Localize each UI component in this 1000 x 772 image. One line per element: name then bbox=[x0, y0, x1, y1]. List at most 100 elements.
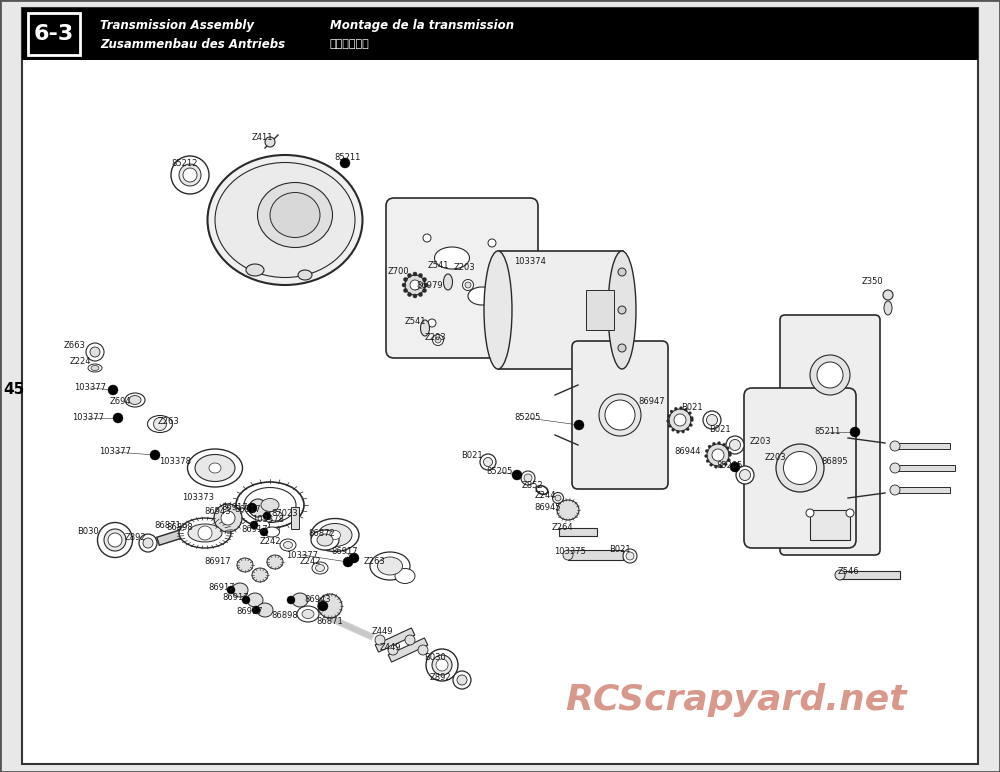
Ellipse shape bbox=[214, 504, 242, 532]
Ellipse shape bbox=[143, 538, 153, 548]
Circle shape bbox=[618, 268, 626, 276]
Text: 86917: 86917 bbox=[223, 594, 249, 602]
Circle shape bbox=[405, 635, 415, 645]
Text: 86917: 86917 bbox=[237, 608, 263, 617]
Ellipse shape bbox=[264, 527, 280, 537]
Ellipse shape bbox=[232, 583, 248, 597]
Ellipse shape bbox=[557, 500, 579, 520]
Text: 86917: 86917 bbox=[235, 506, 261, 514]
Text: 103378: 103378 bbox=[159, 458, 191, 466]
FancyBboxPatch shape bbox=[572, 341, 668, 489]
Circle shape bbox=[260, 528, 268, 536]
Ellipse shape bbox=[420, 320, 430, 336]
Text: Z263: Z263 bbox=[157, 418, 179, 426]
Ellipse shape bbox=[297, 606, 319, 622]
Ellipse shape bbox=[254, 520, 270, 530]
Text: 87023: 87023 bbox=[272, 510, 298, 519]
Ellipse shape bbox=[484, 251, 512, 369]
Ellipse shape bbox=[261, 499, 279, 512]
Text: 86898: 86898 bbox=[272, 611, 298, 621]
Ellipse shape bbox=[465, 282, 471, 288]
Ellipse shape bbox=[484, 458, 492, 466]
Text: RCScrapyard.net: RCScrapyard.net bbox=[565, 683, 906, 717]
Text: 86917: 86917 bbox=[242, 526, 268, 534]
Ellipse shape bbox=[311, 519, 359, 551]
Circle shape bbox=[667, 419, 670, 422]
Ellipse shape bbox=[267, 555, 283, 569]
Bar bbox=[559, 528, 597, 536]
Ellipse shape bbox=[318, 523, 352, 547]
Circle shape bbox=[720, 465, 723, 468]
Text: 6-3: 6-3 bbox=[34, 24, 74, 44]
Circle shape bbox=[618, 344, 626, 352]
Text: Zusammenbau des Antriebs: Zusammenbau des Antriebs bbox=[100, 38, 285, 50]
Text: 85212: 85212 bbox=[172, 158, 198, 168]
Ellipse shape bbox=[605, 400, 635, 430]
Ellipse shape bbox=[91, 365, 99, 371]
Ellipse shape bbox=[599, 394, 641, 436]
Ellipse shape bbox=[88, 364, 102, 372]
Text: Z700: Z700 bbox=[387, 268, 409, 276]
Circle shape bbox=[728, 452, 731, 455]
Text: 86917: 86917 bbox=[332, 547, 358, 557]
Ellipse shape bbox=[434, 247, 470, 269]
Text: 85211: 85211 bbox=[335, 154, 361, 162]
Text: 86917: 86917 bbox=[205, 557, 231, 567]
Circle shape bbox=[423, 289, 427, 293]
FancyBboxPatch shape bbox=[780, 315, 880, 555]
Circle shape bbox=[668, 425, 671, 428]
Ellipse shape bbox=[247, 593, 263, 607]
Ellipse shape bbox=[784, 452, 816, 485]
Circle shape bbox=[265, 137, 275, 147]
Circle shape bbox=[688, 411, 691, 415]
Circle shape bbox=[563, 550, 573, 560]
Ellipse shape bbox=[129, 395, 141, 405]
Ellipse shape bbox=[179, 164, 201, 186]
Text: Z350: Z350 bbox=[861, 277, 883, 286]
Circle shape bbox=[730, 462, 740, 472]
Circle shape bbox=[488, 239, 496, 247]
Ellipse shape bbox=[317, 534, 333, 546]
Ellipse shape bbox=[188, 524, 222, 542]
Ellipse shape bbox=[457, 675, 467, 685]
Text: B030: B030 bbox=[77, 527, 99, 537]
Ellipse shape bbox=[171, 156, 209, 194]
Text: 103377: 103377 bbox=[72, 414, 104, 422]
Circle shape bbox=[340, 158, 350, 168]
Ellipse shape bbox=[817, 362, 843, 388]
Text: 86945: 86945 bbox=[535, 503, 561, 513]
Circle shape bbox=[413, 272, 417, 276]
Ellipse shape bbox=[330, 530, 340, 540]
Text: Transmission Assembly: Transmission Assembly bbox=[100, 19, 254, 32]
Circle shape bbox=[250, 521, 258, 529]
Ellipse shape bbox=[623, 549, 637, 563]
FancyBboxPatch shape bbox=[744, 388, 856, 548]
Bar bbox=[895, 443, 950, 449]
Bar bbox=[586, 290, 614, 330]
Circle shape bbox=[722, 443, 726, 446]
Ellipse shape bbox=[148, 415, 173, 432]
Ellipse shape bbox=[209, 463, 221, 473]
Ellipse shape bbox=[195, 455, 235, 482]
Text: Z203: Z203 bbox=[424, 334, 446, 343]
Text: 103377: 103377 bbox=[74, 384, 106, 392]
Ellipse shape bbox=[810, 355, 850, 395]
Ellipse shape bbox=[370, 552, 410, 580]
Circle shape bbox=[690, 416, 693, 419]
Circle shape bbox=[890, 463, 900, 473]
Circle shape bbox=[574, 420, 584, 430]
Ellipse shape bbox=[316, 564, 324, 571]
Text: 86895: 86895 bbox=[822, 458, 848, 466]
Bar bbox=[895, 465, 955, 471]
Circle shape bbox=[706, 459, 709, 462]
Ellipse shape bbox=[249, 499, 267, 517]
Circle shape bbox=[408, 273, 412, 277]
Text: 103378: 103378 bbox=[252, 516, 284, 524]
Text: Z541: Z541 bbox=[427, 260, 449, 269]
Circle shape bbox=[512, 470, 522, 480]
Circle shape bbox=[418, 293, 422, 296]
Circle shape bbox=[708, 445, 711, 448]
Ellipse shape bbox=[302, 610, 314, 618]
Text: Z244: Z244 bbox=[534, 490, 556, 499]
Text: 86947: 86947 bbox=[639, 398, 665, 407]
